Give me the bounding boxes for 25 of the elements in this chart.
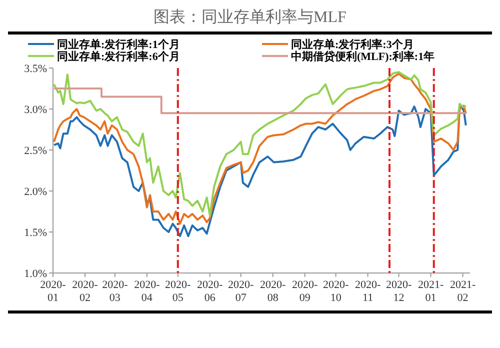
legend-label: 同业存单:发行利率:6个月 (57, 50, 180, 63)
x-tick-label: 2020-11 (354, 279, 381, 304)
legend-label: 同业存单:发行利率:3个月 (291, 38, 414, 51)
x-tick-label: 2020-06 (197, 279, 224, 304)
y-tick-label: 2.5% (24, 145, 47, 157)
x-tick-label: 2020-01 (40, 279, 66, 304)
y-tick-label: 3.5% (24, 63, 47, 75)
x-tick-label: 2021-02 (450, 279, 476, 304)
legend-label: 中期借贷便利(MLF):利率:1年 (291, 50, 435, 63)
x-tick-label: 2020-05 (165, 279, 192, 304)
legend-label: 同业存单:发行利率:1个月 (57, 38, 180, 51)
y-tick-label: 2.0% (24, 186, 47, 198)
x-tick-label: 2020-03 (102, 279, 128, 304)
x-tick-label: 2020-12 (386, 279, 412, 304)
y-tick-label: 1.0% (24, 268, 47, 280)
x-tick-label: 2021-01 (418, 279, 444, 304)
x-tick-label: 2020-08 (260, 279, 286, 304)
x-tick-label: 2020-09 (292, 279, 318, 304)
y-tick-label: 1.5% (24, 227, 47, 239)
chart-title: 图表：同业存单利率与MLF (154, 8, 347, 26)
x-tick-label: 2020-07 (228, 279, 254, 304)
x-tick-label: 2020-10 (322, 279, 349, 304)
y-tick-label: 3.0% (24, 104, 47, 116)
x-tick-label: 2020-04 (134, 279, 160, 304)
x-tick-label: 2020-02 (72, 279, 98, 304)
